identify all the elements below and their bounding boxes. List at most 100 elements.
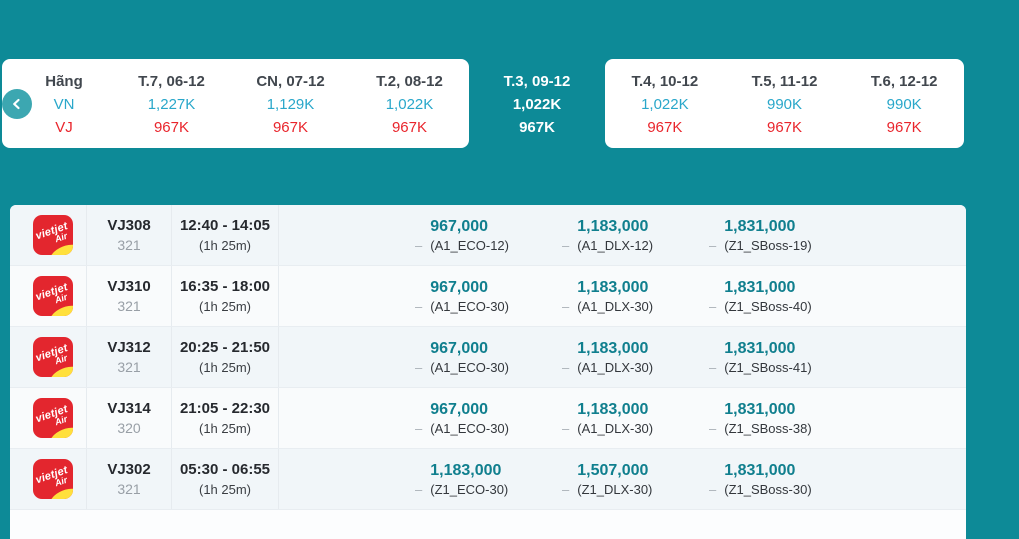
chevron-left-icon [13, 98, 20, 110]
vietjet-logo: vietjet Air [33, 398, 73, 438]
fare-option-skyboss[interactable]: – 1,831,000 (Z1_SBoss-41) [696, 327, 843, 387]
fare-option-deluxe[interactable]: – 1,183,000 (A1_DLX-30) [549, 266, 696, 326]
fare-dash: – [562, 481, 570, 497]
fare-dash: – [415, 481, 423, 497]
fare-class: (A1_DLX-30) [577, 420, 654, 436]
day-column[interactable]: T.4, 10-12 1,022K 967K [605, 59, 725, 148]
vj-price: 967K [272, 119, 309, 136]
flight-row[interactable]: vietjet Air VJ310 321 16:35 - 18:00 (1h … [10, 266, 966, 327]
flight-time-cell: 16:35 - 18:00 (1h 25m) [171, 266, 278, 326]
airline-logo-cell: vietjet Air [10, 388, 86, 448]
fare-option-deluxe[interactable]: – 1,183,000 (A1_DLX-30) [549, 388, 696, 448]
fares-cell-group: – 967,000 (A1_ECO-30) – 1,183,000 (A1_DL… [278, 266, 966, 326]
departure-arrival-time: 21:05 - 22:30 [179, 399, 271, 417]
vietjet-logo-air: Air [53, 474, 69, 488]
flight-row[interactable]: vietjet Air VJ302 321 05:30 - 06:55 (1h … [10, 449, 966, 510]
previous-dates-button[interactable] [2, 89, 32, 119]
departure-arrival-time: 12:40 - 14:05 [179, 216, 271, 234]
fare-option-skyboss[interactable]: – 1,831,000 (Z1_SBoss-40) [696, 266, 843, 326]
fares-cell-group: – 967,000 (A1_ECO-30) – 1,183,000 (A1_DL… [278, 327, 966, 387]
fare-option-deluxe[interactable]: – 1,183,000 (A1_DLX-12) [549, 205, 696, 265]
flight-number-cell: VJ310 321 [86, 266, 171, 326]
fare-dash: – [415, 298, 423, 314]
flight-duration: (1h 25m) [198, 420, 252, 436]
vietjet-logo-air: Air [53, 413, 69, 427]
flight-number: VJ308 [107, 216, 151, 234]
fare-class: (A1_ECO-12) [430, 237, 509, 253]
fare-option-skyboss[interactable]: – 1,831,000 (Z1_SBoss-38) [696, 388, 843, 448]
fare-class: (A1_DLX-12) [577, 237, 654, 253]
vj-price: 967K [153, 119, 190, 136]
fare-option-skyboss[interactable]: – 1,831,000 (Z1_SBoss-19) [696, 205, 843, 265]
airline-vn-label: VN [53, 96, 75, 113]
day-column[interactable]: T.5, 11-12 990K 967K [725, 59, 845, 148]
flight-time-cell: 20:25 - 21:50 (1h 25m) [171, 327, 278, 387]
departure-arrival-time: 20:25 - 21:50 [179, 338, 271, 356]
airline-logo-cell: vietjet Air [10, 327, 86, 387]
vn-price: 1,022K [385, 96, 434, 113]
flight-number: VJ302 [107, 460, 151, 478]
airline-column-header: Hãng [45, 73, 83, 90]
vn-price: 1,022K [641, 96, 689, 113]
flight-number-cell: VJ302 321 [86, 449, 171, 509]
fare-class: (Z1_SBoss-38) [724, 420, 812, 436]
flight-row[interactable]: vietjet Air VJ312 321 20:25 - 21:50 (1h … [10, 327, 966, 388]
fare-option-skyboss[interactable]: – 1,831,000 (Z1_SBoss-30) [696, 449, 843, 509]
fare-class: (A1_ECO-30) [430, 420, 509, 436]
airline-logo-cell: vietjet Air [10, 449, 86, 509]
airline-legend-column: Hãng VN VJ [16, 59, 112, 148]
flight-duration: (1h 25m) [198, 237, 252, 253]
fare-option-deluxe[interactable]: – 1,183,000 (A1_DLX-30) [549, 327, 696, 387]
flight-results-table: vietjet Air VJ308 321 12:40 - 14:05 (1h … [10, 205, 966, 539]
day-label: T.6, 12-12 [870, 73, 938, 90]
fare-option-eco[interactable]: – 1,183,000 (Z1_ECO-30) [402, 449, 549, 509]
fare-option-eco[interactable]: – 967,000 (A1_ECO-12) [402, 205, 549, 265]
vn-price: 1,227K [147, 96, 196, 113]
vietjet-logo-air: Air [53, 291, 69, 305]
aircraft-type: 321 [117, 480, 141, 497]
flight-time-cell: 21:05 - 22:30 (1h 25m) [171, 388, 278, 448]
day-column[interactable]: CN, 07-12 1,129K 967K [231, 59, 350, 148]
flight-time-cell: 12:40 - 14:05 (1h 25m) [171, 205, 278, 265]
day-column[interactable]: T.6, 12-12 990K 967K [844, 59, 964, 148]
vietjet-logo-air: Air [53, 230, 69, 244]
fare-option-eco[interactable]: – 967,000 (A1_ECO-30) [402, 266, 549, 326]
flight-number-cell: VJ312 321 [86, 327, 171, 387]
vietjet-logo: vietjet Air [33, 459, 73, 499]
vietjet-logo-air: Air [53, 352, 69, 366]
fare-price: 1,831,000 [724, 339, 796, 357]
date-strip-right-card: T.4, 10-12 1,022K 967K T.5, 11-12 990K 9… [605, 59, 964, 148]
fare-price: 1,507,000 [577, 461, 649, 479]
fare-option-eco[interactable]: – 967,000 (A1_ECO-30) [402, 388, 549, 448]
fare-class: (Z1_SBoss-40) [724, 298, 812, 314]
fare-class: (A1_DLX-30) [577, 298, 654, 314]
fare-option-deluxe[interactable]: – 1,507,000 (Z1_DLX-30) [549, 449, 696, 509]
flight-number: VJ314 [107, 399, 151, 417]
selected-day-column[interactable]: T.3, 09-12 1,022K 967K [469, 59, 605, 148]
fares-cell-group: – 1,183,000 (Z1_ECO-30) – 1,507,000 (Z1_… [278, 449, 966, 509]
airline-vj-label: VJ [55, 119, 73, 136]
selected-day-label: T.3, 09-12 [503, 73, 571, 90]
day-column[interactable]: T.7, 06-12 1,227K 967K [112, 59, 231, 148]
vietjet-logo: vietjet Air [33, 215, 73, 255]
flight-row[interactable]: vietjet Air VJ308 321 12:40 - 14:05 (1h … [10, 205, 966, 266]
fare-class: (Z1_SBoss-30) [724, 481, 812, 497]
fare-class: (A1_ECO-30) [430, 298, 509, 314]
flight-row[interactable]: vietjet Air VJ314 320 21:05 - 22:30 (1h … [10, 388, 966, 449]
day-column[interactable]: T.2, 08-12 1,022K 967K [350, 59, 469, 148]
fare-class: (Z1_SBoss-19) [724, 237, 812, 253]
flight-duration: (1h 25m) [198, 481, 252, 497]
aircraft-type: 321 [117, 236, 141, 253]
vn-price: 990K [766, 96, 803, 113]
date-strip-left-card: Hãng VN VJ T.7, 06-12 1,227K 967K CN, 07… [2, 59, 469, 148]
flight-number-cell: VJ308 321 [86, 205, 171, 265]
fare-dash: – [709, 298, 717, 314]
fare-dash: – [709, 420, 717, 436]
fare-dash: – [709, 481, 717, 497]
vj-price: 967K [766, 119, 803, 136]
departure-arrival-time: 05:30 - 06:55 [179, 460, 271, 478]
fare-dash: – [562, 359, 570, 375]
vj-price: 967K [647, 119, 683, 136]
fare-option-eco[interactable]: – 967,000 (A1_ECO-30) [402, 327, 549, 387]
